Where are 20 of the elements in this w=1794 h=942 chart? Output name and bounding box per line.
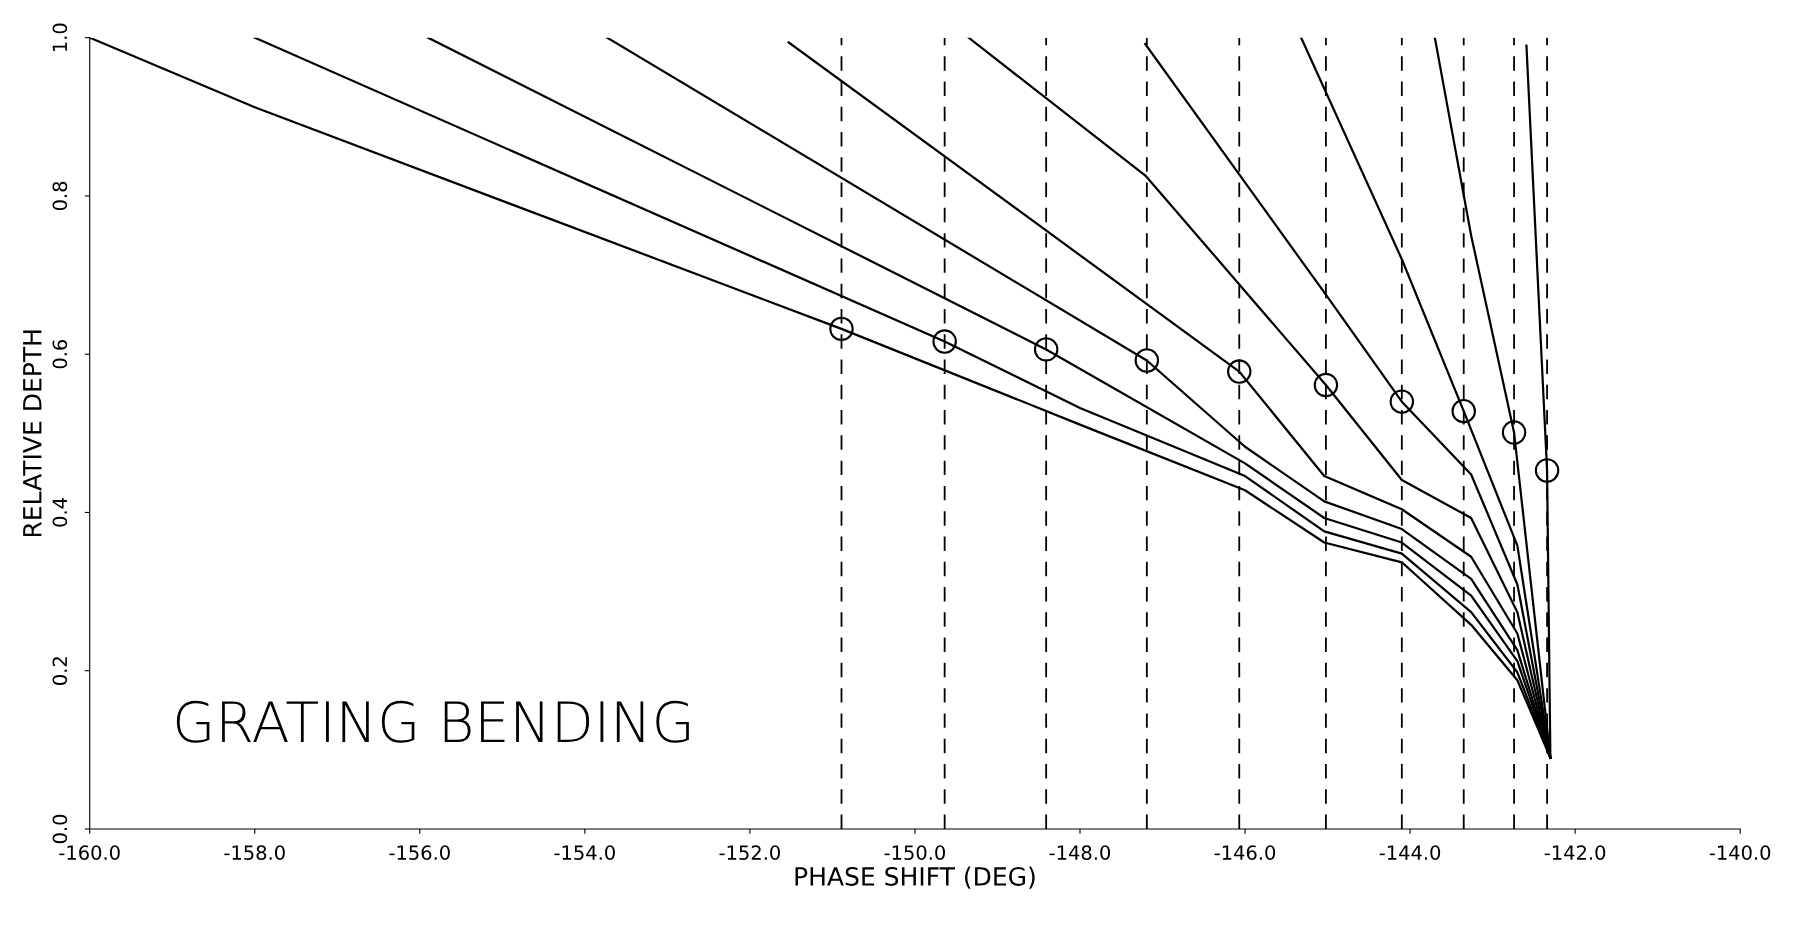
x-axis-title: PHASE SHIFT (DEG) [795, 866, 1035, 889]
y-tick-label: 0.6 [52, 339, 68, 369]
y-tick-label: 1.0 [52, 23, 68, 52]
x-tick-label: -148.0 [1049, 845, 1111, 860]
x-tick-label: -158.0 [224, 845, 285, 860]
x-tick-label: -144.0 [1379, 845, 1441, 860]
x-tick-label: -154.0 [554, 845, 615, 860]
x-tick-label: -146.0 [1214, 845, 1276, 860]
x-tick-label: -160.0 [59, 845, 120, 860]
y-axis-title: RELATIVE DEPTH [23, 330, 42, 537]
y-tick-label: 0.8 [52, 181, 68, 211]
x-tick-label: -140.0 [1709, 845, 1771, 860]
y-tick-label: 0.2 [52, 657, 68, 685]
y-tick-label: 0.0 [52, 814, 68, 844]
annotation: GRATING BENDING [176, 700, 689, 743]
y-tick-label: 0.4 [52, 498, 68, 527]
x-tick-label: -152.0 [719, 845, 780, 860]
x-tick-label: -156.0 [389, 845, 450, 860]
x-tick-label: -150.0 [884, 845, 945, 860]
x-tick-label: -142.0 [1544, 845, 1606, 860]
